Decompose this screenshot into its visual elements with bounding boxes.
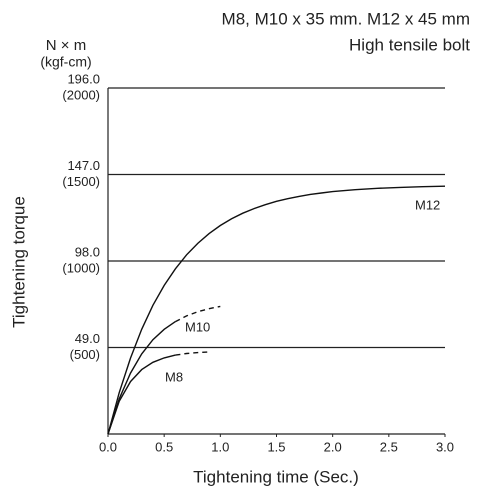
y-tick-label-alt: (2000) bbox=[62, 87, 100, 102]
x-axis-label: Tightening time (Sec.) bbox=[193, 467, 359, 486]
y-tick-label-alt: (1000) bbox=[62, 260, 100, 275]
y-tick-label-alt: (1500) bbox=[62, 174, 100, 189]
x-tick-label: 3.0 bbox=[436, 439, 454, 454]
series-line bbox=[107, 321, 176, 435]
x-tick-label: 1.5 bbox=[267, 439, 285, 454]
x-tick-label: 1.0 bbox=[211, 439, 229, 454]
series-line-dashed bbox=[175, 351, 210, 356]
y-tick-label: 98.0 bbox=[75, 244, 100, 259]
chart-subtitle: High tensile bolt bbox=[349, 35, 470, 54]
series-label: M12 bbox=[415, 197, 440, 212]
y-tick-label: 147.0 bbox=[67, 158, 100, 173]
x-tick-label: 2.5 bbox=[380, 439, 398, 454]
x-tick-label: 0.5 bbox=[155, 439, 173, 454]
chart-title: M8, M10 x 35 mm. M12 x 45 mm bbox=[222, 9, 470, 28]
y-unit: N × m bbox=[46, 37, 86, 54]
y-axis-label: Tightening torque bbox=[9, 196, 28, 328]
y-tick-label-alt: (500) bbox=[70, 347, 100, 362]
x-tick-label: 2.0 bbox=[324, 439, 342, 454]
y-tick-label: 196.0 bbox=[67, 71, 100, 86]
series-line bbox=[107, 185, 446, 435]
y-unit-alt: (kgf-cm) bbox=[40, 54, 91, 70]
series-line bbox=[107, 354, 176, 435]
y-tick-label: 49.0 bbox=[75, 331, 100, 346]
series-line-dashed bbox=[175, 305, 221, 323]
series-label: M8 bbox=[165, 369, 183, 384]
series-label: M10 bbox=[185, 319, 210, 334]
x-tick-label: 0.0 bbox=[99, 439, 117, 454]
